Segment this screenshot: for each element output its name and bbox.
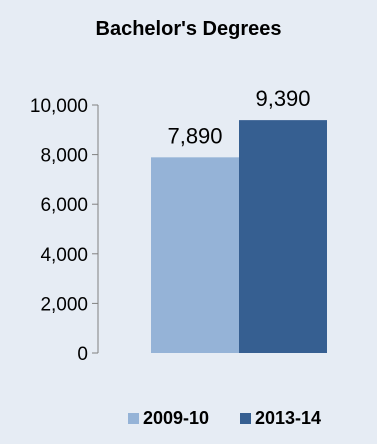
y-tick-label: 0 bbox=[77, 344, 88, 365]
data-label: 9,390 bbox=[255, 86, 310, 111]
legend-swatch bbox=[240, 413, 251, 424]
y-tick-label: 6,000 bbox=[40, 195, 88, 216]
legend-swatch bbox=[128, 413, 139, 424]
y-tick-label: 8,000 bbox=[40, 146, 88, 167]
legend-entry: 2013-14 bbox=[255, 408, 321, 428]
bar-2009-10 bbox=[151, 157, 239, 353]
legend-entry: 2009-10 bbox=[143, 408, 209, 428]
y-tick-label: 10,000 bbox=[30, 96, 88, 117]
data-label: 7,890 bbox=[167, 123, 222, 148]
bar-2013-14 bbox=[239, 120, 327, 354]
y-tick-label: 4,000 bbox=[40, 245, 88, 266]
chart-title: Bachelor's Degrees bbox=[95, 18, 282, 40]
y-tick-label: 2,000 bbox=[40, 294, 88, 315]
